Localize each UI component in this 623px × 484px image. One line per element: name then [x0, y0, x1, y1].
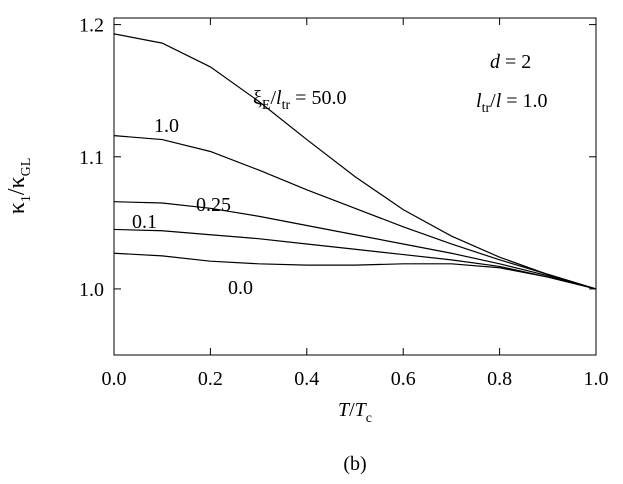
x-tick-label: 0.6	[391, 368, 416, 390]
annotation: d = 2	[490, 51, 531, 73]
x-tick-label: 0.0	[102, 368, 127, 390]
series-line	[113, 135, 597, 290]
series-label: 1.0	[154, 115, 179, 137]
y-tick-label: 1.0	[79, 279, 104, 301]
y-tick-label: 1.2	[79, 15, 104, 37]
y-tick-label: 1.1	[79, 147, 104, 169]
x-tick-label: 0.4	[294, 368, 319, 390]
x-tick-label: 0.8	[487, 368, 512, 390]
caption: (b)	[343, 453, 366, 475]
annotation: ltr/l = 1.0	[476, 90, 548, 116]
x-axis-label: T/Tc	[338, 399, 372, 426]
series-label: 0.1	[132, 211, 157, 233]
plot-frame	[113, 17, 597, 356]
series-label: 0.25	[196, 194, 231, 216]
x-tick-label: 0.2	[198, 368, 223, 390]
x-tick-label: 1.0	[584, 368, 609, 390]
series-label: 0.0	[228, 277, 253, 299]
series-label: ξE/ltr = 50.0	[253, 87, 346, 113]
series-line	[113, 33, 597, 290]
series-line	[113, 252, 597, 290]
y-axis-label: κ1/κGL	[4, 158, 34, 215]
series-line	[113, 228, 597, 290]
series-line	[113, 201, 597, 290]
